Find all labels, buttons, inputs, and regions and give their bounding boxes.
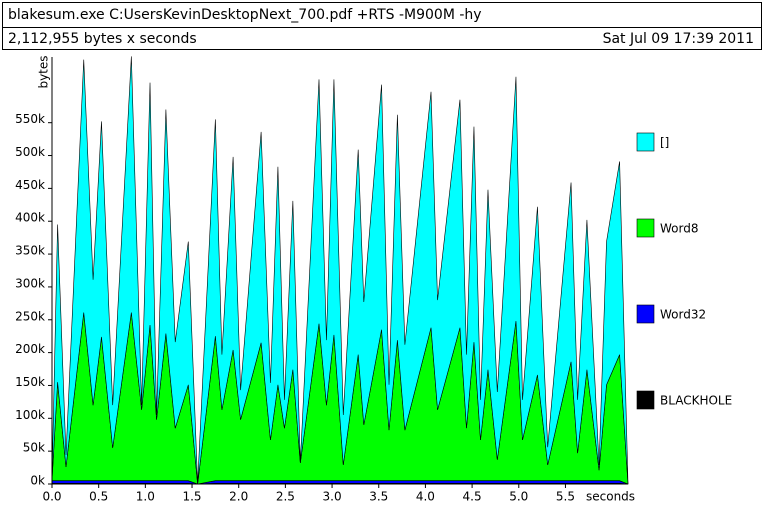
chart-subtitle: 2,112,955 bytes x seconds <box>8 31 197 47</box>
legend-label: Word8 <box>660 222 698 236</box>
legend-swatch <box>636 304 655 324</box>
legend-swatch <box>636 132 655 152</box>
y-tick-label: 550k <box>15 112 45 126</box>
legend-swatch <box>636 218 655 238</box>
y-tick-label: 200k <box>15 342 45 356</box>
header-box <box>2 2 762 50</box>
legend-label: [] <box>660 136 669 150</box>
y-tick-label: 350k <box>15 244 45 258</box>
chart-title: blakesum.exe C:UsersKevinDesktopNext_700… <box>8 7 482 23</box>
legend-label: Word32 <box>660 308 706 322</box>
x-tick-label: 4.0 <box>416 490 435 504</box>
y-tick-label: 50k <box>23 441 45 455</box>
x-axis-label: seconds <box>586 490 635 504</box>
x-tick-label: 5.0 <box>509 490 528 504</box>
y-tick-label: 0k <box>30 474 45 488</box>
x-tick-label: 4.5 <box>463 490 482 504</box>
x-tick-label: 3.5 <box>369 490 388 504</box>
x-tick-label: 0.5 <box>89 490 108 504</box>
chart-date: Sat Jul 09 17:39 2011 <box>603 31 754 47</box>
x-tick-label: 0.0 <box>42 490 61 504</box>
x-tick-label: 2.5 <box>276 490 295 504</box>
legend-label: BLACKHOLE <box>660 394 732 408</box>
y-tick-label: 450k <box>15 178 45 192</box>
x-tick-label: 5.5 <box>556 490 575 504</box>
y-axis-label: bytes <box>37 55 51 88</box>
x-tick-label: 3.0 <box>323 490 342 504</box>
y-tick-label: 250k <box>15 309 45 323</box>
x-tick-label: 1.0 <box>136 490 155 504</box>
y-tick-label: 150k <box>15 375 45 389</box>
y-tick-label: 100k <box>15 408 45 422</box>
legend-swatch <box>636 390 655 410</box>
y-tick-label: 400k <box>15 211 45 225</box>
y-tick-label: 300k <box>15 276 45 290</box>
x-tick-label: 1.5 <box>182 490 201 504</box>
y-tick-label: 500k <box>15 145 45 159</box>
x-tick-label: 2.0 <box>229 490 248 504</box>
